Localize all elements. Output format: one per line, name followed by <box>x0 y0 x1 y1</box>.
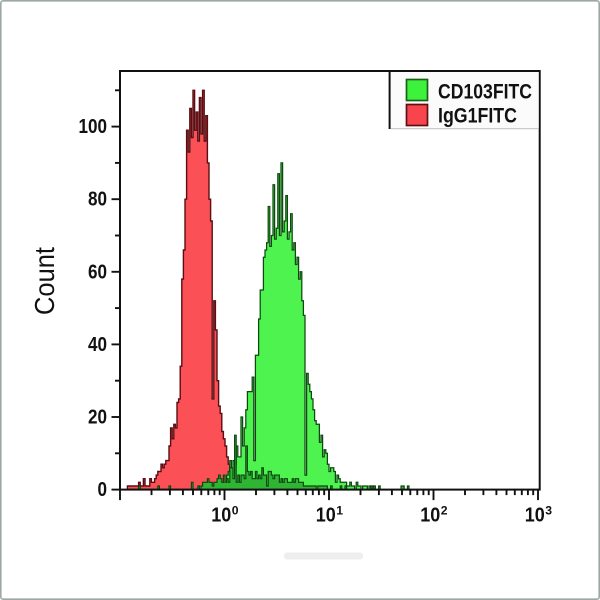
svg-text:0: 0 <box>98 479 108 501</box>
svg-text:10: 10 <box>211 505 231 527</box>
svg-text:80: 80 <box>88 189 107 211</box>
svg-text:1: 1 <box>336 506 343 518</box>
svg-text:Count: Count <box>29 247 60 315</box>
svg-text:CD103FITC: CD103FITC <box>438 80 532 104</box>
svg-text:10: 10 <box>420 505 440 527</box>
svg-text:2: 2 <box>441 506 448 518</box>
svg-text:20: 20 <box>88 407 107 429</box>
svg-text:100: 100 <box>79 116 108 138</box>
svg-text:40: 40 <box>88 334 107 356</box>
svg-text:3: 3 <box>545 506 552 518</box>
svg-text:10: 10 <box>525 505 545 527</box>
svg-text:60: 60 <box>88 261 107 283</box>
svg-text:IgG1FITC: IgG1FITC <box>438 104 517 128</box>
svg-text:0: 0 <box>232 506 239 518</box>
svg-text:10: 10 <box>316 505 336 527</box>
